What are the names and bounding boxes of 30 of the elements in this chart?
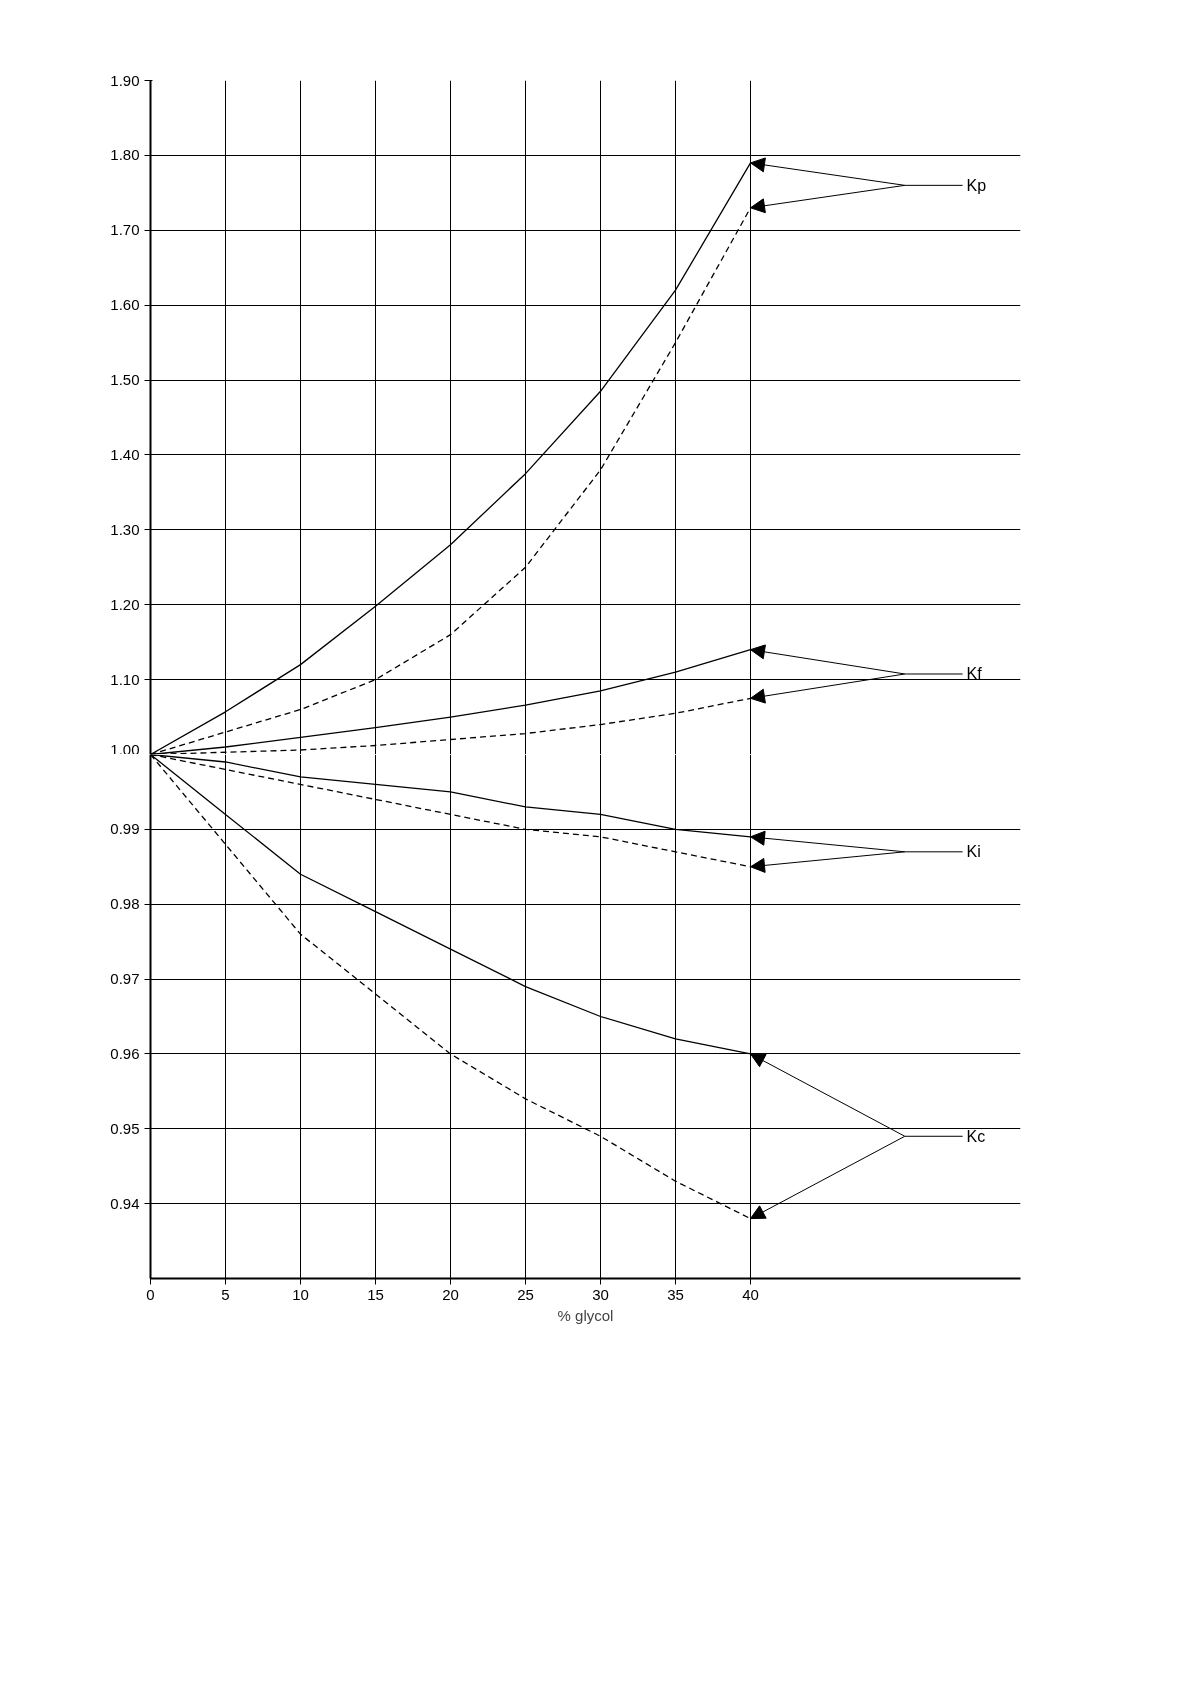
- y-tick-label: 1.70: [110, 221, 140, 239]
- y-tick-label: 1.20: [110, 595, 140, 613]
- x-tick-label: 20: [442, 1285, 459, 1303]
- legend-label: Ki: [966, 843, 981, 861]
- y-tick-label: 0.96: [110, 1044, 140, 1062]
- y-tick-label: 1.60: [110, 296, 140, 314]
- y-tick-label: 0.99: [110, 820, 140, 838]
- x-tick-label: 40: [742, 1285, 759, 1303]
- legend-label: Kp: [966, 176, 987, 194]
- x-tick-label: 35: [667, 1285, 684, 1303]
- y-tick-label: 1.40: [110, 445, 140, 463]
- x-tick-label: 0: [146, 1285, 155, 1303]
- x-tick-label: 30: [592, 1285, 609, 1303]
- legend-label: Kc: [966, 1127, 986, 1145]
- y-tick-label: 1.30: [110, 520, 140, 538]
- y-tick-label: 1.00: [110, 740, 140, 758]
- legend-label: Kf: [966, 665, 983, 683]
- y-tick-label: 0.97: [110, 970, 140, 988]
- x-tick-label: 5: [221, 1285, 230, 1303]
- y-tick-label: 1.90: [110, 71, 140, 89]
- x-tick-label: 25: [517, 1285, 534, 1303]
- y-tick-label: 0.95: [110, 1119, 140, 1137]
- x-axis-title: % glycol: [557, 1306, 614, 1324]
- y-tick-label: 1.10: [110, 670, 140, 688]
- x-tick-label: 10: [292, 1285, 309, 1303]
- y-tick-label: 0.98: [110, 895, 140, 913]
- y-tick-label: 0.94: [110, 1194, 140, 1212]
- x-tick-label: 15: [367, 1285, 384, 1303]
- y-tick-label: 1.80: [110, 146, 140, 164]
- y-tick-label: 1.50: [110, 371, 140, 389]
